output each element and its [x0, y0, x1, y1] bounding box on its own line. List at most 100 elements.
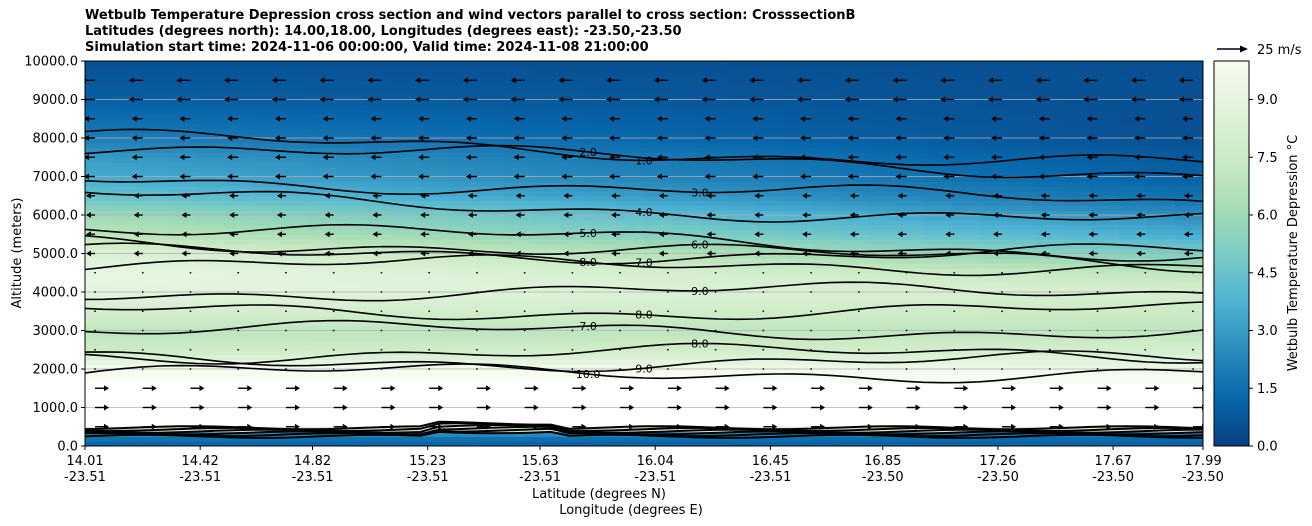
field-cell	[420, 282, 449, 288]
field-cell	[1147, 176, 1176, 182]
field-cell	[588, 109, 617, 115]
field-cell	[196, 166, 226, 173]
field-cell	[811, 436, 841, 442]
field-cell	[448, 344, 477, 351]
field-cell	[1147, 65, 1176, 72]
field-cell	[671, 373, 701, 380]
field-cell	[560, 282, 589, 288]
field-cell	[112, 152, 142, 158]
wind-vector-head	[558, 96, 564, 103]
wind-vector	[285, 271, 287, 274]
field-cell	[951, 205, 980, 211]
wind-vector-head	[515, 250, 521, 257]
colorbar-gradient	[1213, 60, 1250, 447]
field-cell	[867, 287, 897, 293]
wind-vector	[332, 291, 335, 293]
wind-vector-head	[1184, 250, 1189, 257]
field-cell	[560, 292, 589, 298]
field-cell	[783, 109, 813, 115]
field-cell	[951, 330, 980, 336]
field-cell	[644, 234, 673, 240]
wind-vector	[666, 271, 669, 274]
field-cell	[616, 94, 645, 101]
field-cell	[727, 253, 757, 259]
field-cell	[1091, 176, 1120, 182]
field-cell	[420, 162, 449, 168]
field-cell	[140, 359, 170, 365]
wind-vector	[714, 348, 717, 351]
field-cell	[1007, 162, 1036, 168]
wind-vector	[237, 348, 240, 351]
field-cell	[671, 80, 701, 86]
field-cell	[979, 436, 1008, 442]
field-cell	[1035, 190, 1064, 197]
field-cell	[1119, 306, 1148, 312]
field-cell	[336, 296, 366, 303]
field-cell	[867, 239, 897, 245]
field-cell	[196, 306, 226, 312]
wind-vector-head	[271, 77, 277, 84]
field-cell	[280, 301, 310, 308]
y-tick-label: 1000.0	[33, 401, 79, 416]
field-cell	[895, 277, 925, 283]
field-cell	[783, 344, 813, 351]
field-cell	[504, 325, 533, 332]
field-cell	[867, 123, 897, 129]
field-cell	[727, 344, 757, 351]
field-cell	[168, 364, 198, 370]
field-cell	[1091, 104, 1120, 110]
field-cell	[196, 330, 226, 336]
wind-vector-head	[704, 173, 710, 180]
field-cell	[923, 166, 953, 173]
wind-vector-head	[322, 135, 328, 141]
field-cell	[336, 147, 366, 154]
y-tick-label: 7000.0	[33, 170, 79, 185]
wind-vector	[285, 329, 287, 332]
field-cell	[671, 301, 701, 308]
field-cell	[1119, 243, 1148, 250]
field-cell	[699, 94, 729, 101]
field-cell	[979, 219, 1008, 226]
field-cell	[616, 210, 645, 216]
field-cell	[1147, 282, 1176, 288]
field-cell	[224, 210, 254, 216]
wind-vector-head	[181, 212, 187, 218]
field-cell	[85, 292, 114, 298]
field-cell	[755, 195, 785, 202]
wind-vector-head	[991, 115, 997, 122]
field-cell	[1091, 243, 1120, 250]
wind-vector-head	[656, 173, 662, 180]
field-cell	[448, 109, 477, 115]
field-cell	[923, 234, 953, 240]
wind-vector-head	[749, 77, 755, 84]
wind-vector-head	[1040, 212, 1046, 218]
field-cell	[951, 373, 980, 380]
field-cell	[280, 123, 310, 129]
field-cell	[336, 277, 366, 283]
field-cell	[1175, 325, 1203, 332]
field-cell	[448, 234, 477, 240]
field-cell	[616, 243, 645, 250]
field-cell	[196, 320, 226, 327]
field-cell	[699, 330, 729, 336]
wind-vector	[1096, 348, 1099, 351]
wind-vector-head	[1154, 404, 1160, 411]
field-cell	[168, 306, 198, 312]
field-cell	[308, 349, 338, 356]
wind-vector-head	[1083, 77, 1089, 84]
field-cell	[616, 70, 645, 77]
field-cell	[616, 166, 645, 173]
field-cell	[1035, 320, 1064, 327]
field-cell	[727, 186, 757, 192]
field-cell	[895, 89, 925, 96]
field-cell	[336, 248, 366, 255]
wind-vector-head	[1011, 423, 1017, 430]
field-cell	[1091, 210, 1120, 216]
field-cell	[560, 61, 589, 67]
field-cell	[671, 133, 701, 139]
field-cell	[560, 104, 589, 110]
field-cell	[671, 359, 701, 365]
field-cell	[588, 104, 617, 110]
field-cell	[588, 340, 617, 346]
field-cell	[420, 123, 449, 129]
